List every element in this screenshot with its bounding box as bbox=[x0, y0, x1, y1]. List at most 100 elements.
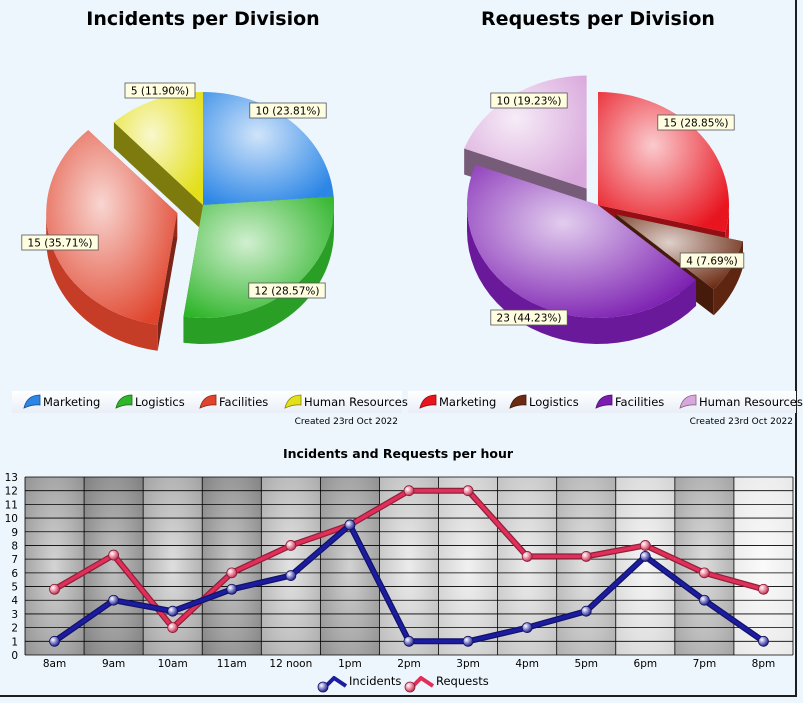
x-tick-label: 11am bbox=[217, 658, 247, 670]
incidents-slice-marketing[interactable] bbox=[203, 92, 334, 205]
y-tick-label: 0 bbox=[11, 650, 18, 662]
y-tick-label: 13 bbox=[5, 472, 18, 484]
data-point-incidents[interactable] bbox=[521, 622, 533, 634]
data-point-requests[interactable] bbox=[580, 551, 592, 562]
x-tick-label: 3pm bbox=[456, 658, 480, 670]
data-point-incidents[interactable] bbox=[580, 605, 592, 617]
requests-created-note: Created 23rd Oct 2022 bbox=[690, 417, 793, 427]
y-tick-label: 5 bbox=[11, 582, 18, 594]
plot-column-bg bbox=[379, 477, 439, 655]
requests-slice-logistics[interactable] bbox=[615, 214, 743, 290]
svg-text:5 (11.90%): 5 (11.90%) bbox=[131, 86, 189, 98]
requests-legend-swatch-icon bbox=[595, 394, 613, 409]
y-tick-label: 1 bbox=[11, 636, 18, 648]
data-point-incidents[interactable] bbox=[403, 635, 415, 647]
requests-slice-marketing[interactable] bbox=[598, 92, 729, 233]
series-requests bbox=[49, 485, 769, 634]
line-chart-title: Incidents and Requests per hour bbox=[283, 446, 514, 461]
svg-text:12 (28.57%): 12 (28.57%) bbox=[255, 286, 320, 298]
svg-text:15 (28.85%): 15 (28.85%) bbox=[664, 118, 729, 130]
x-tick-label: 12 noon bbox=[269, 658, 312, 670]
incidents-legend-item-facilities: Facilities bbox=[199, 394, 268, 409]
requests-slice-label-logistics: 4 (7.69%) bbox=[679, 252, 745, 269]
data-point-incidents[interactable] bbox=[344, 519, 356, 531]
data-point-incidents[interactable] bbox=[639, 551, 651, 562]
incidents-slice-logistics[interactable] bbox=[183, 196, 334, 318]
plot-column-bg bbox=[556, 477, 616, 655]
incidents-slice-facilities[interactable] bbox=[46, 130, 178, 325]
incidents-created-note: Created 23rd Oct 2022 bbox=[295, 417, 398, 427]
x-tick-label: 9am bbox=[102, 658, 125, 670]
plot-column-bg bbox=[438, 477, 498, 655]
data-point-incidents[interactable] bbox=[285, 570, 297, 581]
legend-marker-icon bbox=[317, 681, 329, 693]
data-point-requests[interactable] bbox=[639, 540, 651, 551]
data-point-requests[interactable] bbox=[698, 567, 710, 579]
x-tick-label: 7pm bbox=[693, 658, 717, 670]
y-tick-label: 2 bbox=[11, 623, 18, 635]
data-point-incidents[interactable] bbox=[167, 605, 179, 617]
requests-legend-item-marketing: Marketing bbox=[419, 394, 496, 409]
y-tick-label: 8 bbox=[11, 540, 18, 552]
data-point-incidents[interactable] bbox=[462, 635, 474, 647]
requests-legend-swatch-icon bbox=[419, 394, 437, 409]
data-point-incidents[interactable] bbox=[698, 594, 710, 606]
requests-legend-swatch-icon bbox=[679, 394, 697, 409]
y-tick-label: 3 bbox=[11, 609, 18, 621]
incidents-legend-swatch-icon bbox=[115, 394, 133, 409]
data-point-requests[interactable] bbox=[521, 551, 533, 562]
data-point-incidents[interactable] bbox=[49, 635, 60, 647]
incidents-slice-label-facilities: 15 (35.71%) bbox=[21, 234, 99, 251]
data-point-requests[interactable] bbox=[167, 622, 179, 634]
legend-marker-icon bbox=[404, 681, 416, 693]
svg-text:Facilities: Facilities bbox=[615, 395, 664, 409]
x-tick-label: 10am bbox=[158, 658, 188, 670]
y-tick-label: 12 bbox=[5, 486, 18, 498]
svg-text:Human Resources: Human Resources bbox=[699, 395, 803, 409]
y-tick-label: 10 bbox=[5, 513, 18, 525]
data-point-incidents[interactable] bbox=[226, 583, 238, 595]
svg-text:10 (19.23%): 10 (19.23%) bbox=[497, 96, 562, 108]
plot-column-bg bbox=[261, 477, 321, 655]
incidents-slice-side-human-resources bbox=[113, 122, 203, 231]
requests-slice-facilities[interactable] bbox=[466, 164, 697, 319]
incidents-slice-label-marketing: 10 (23.81%) bbox=[249, 102, 327, 119]
data-point-requests[interactable] bbox=[226, 567, 238, 579]
svg-text:Logistics: Logistics bbox=[529, 395, 579, 409]
requests-legend-item-facilities: Facilities bbox=[595, 394, 664, 409]
incidents-slice-human-resources[interactable] bbox=[113, 92, 203, 205]
data-point-requests[interactable] bbox=[758, 583, 769, 595]
data-point-incidents[interactable] bbox=[108, 594, 120, 606]
incidents-pie-chart: Incidents per Division 10 (23.81%) 12 (28… bbox=[21, 8, 334, 351]
data-point-requests[interactable] bbox=[49, 583, 60, 595]
y-tick-label: 9 bbox=[11, 527, 18, 539]
data-point-incidents[interactable] bbox=[758, 635, 769, 647]
x-tick-label: 2pm bbox=[397, 658, 421, 670]
data-point-requests[interactable] bbox=[462, 485, 474, 497]
requests-legend-item-human-resources: Human Resources bbox=[679, 394, 803, 409]
svg-text:23 (44.23%): 23 (44.23%) bbox=[497, 313, 562, 325]
x-tick-label: 4pm bbox=[515, 658, 539, 670]
x-tick-label: 5pm bbox=[574, 658, 598, 670]
data-point-requests[interactable] bbox=[403, 485, 415, 497]
requests-slice-label-human-resources: 10 (19.23%) bbox=[490, 92, 568, 109]
svg-text:Facilities: Facilities bbox=[219, 395, 268, 409]
svg-text:Marketing: Marketing bbox=[43, 395, 100, 409]
x-tick-label: 8am bbox=[43, 658, 66, 670]
svg-text:15 (35.71%): 15 (35.71%) bbox=[28, 238, 93, 250]
data-point-requests[interactable] bbox=[285, 540, 297, 551]
data-point-requests[interactable] bbox=[108, 549, 120, 561]
line-legend-item-requests: Requests bbox=[404, 674, 489, 693]
y-tick-label: 11 bbox=[5, 499, 18, 511]
svg-text:4 (7.69%): 4 (7.69%) bbox=[686, 256, 738, 268]
incidents-legend-item-human-resources: Human Resources bbox=[284, 394, 408, 409]
incidents-slice-label-logistics: 12 (28.57%) bbox=[248, 282, 326, 299]
incidents-legend-swatch-icon bbox=[199, 394, 217, 409]
x-tick-label: 8pm bbox=[752, 658, 776, 670]
svg-text:Logistics: Logistics bbox=[135, 395, 185, 409]
incidents-legend-swatch-icon bbox=[284, 394, 302, 409]
x-tick-label: 1pm bbox=[338, 658, 362, 670]
svg-text:Requests: Requests bbox=[436, 674, 489, 688]
